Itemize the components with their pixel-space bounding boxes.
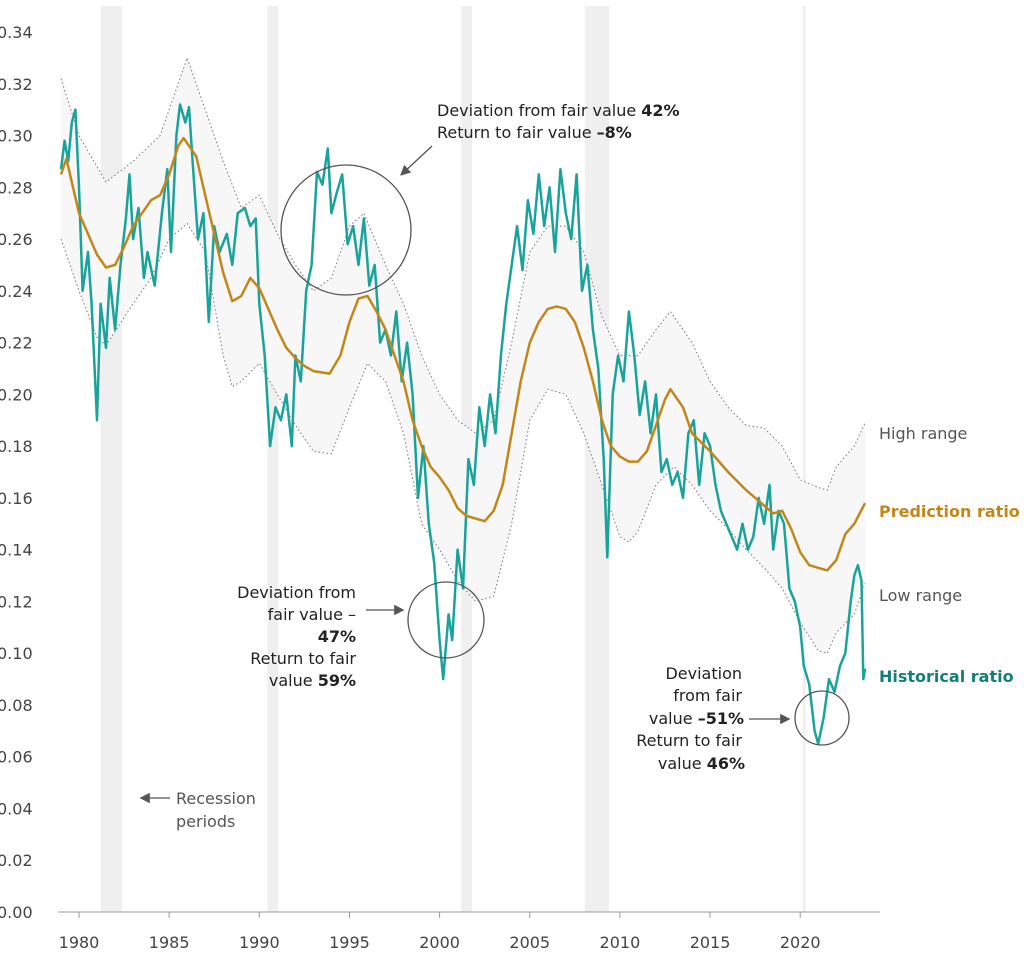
annotation-2-line4: Return to fair [250, 649, 356, 668]
y-tick-label: 0.28 [0, 178, 33, 197]
y-tick-label: 0.34 [0, 23, 33, 42]
annotation-3-line2: from fair [673, 686, 742, 705]
annotation-1-line2: Return to fair value –8% [437, 123, 632, 142]
y-tick-label: 0.14 [0, 541, 33, 560]
annotation-circle-2021 [794, 690, 850, 746]
recession-label-line1: Recession [176, 789, 256, 808]
y-tick-label: 0.08 [0, 696, 33, 715]
annotation-2-line2: fair value – [268, 605, 356, 624]
x-tick-label: 2010 [600, 933, 641, 952]
x-tick-label: 1995 [329, 933, 370, 952]
legend-high-range: High range [879, 424, 967, 443]
recession-band [100, 6, 123, 912]
x-tick-label: 2000 [419, 933, 460, 952]
y-tick-label: 0.26 [0, 230, 33, 249]
y-tick-label: 0.04 [0, 799, 33, 818]
recession-band [802, 6, 806, 912]
annotation-circle-1994 [280, 164, 412, 296]
y-tick-label: 0.02 [0, 851, 33, 870]
annotation-2-line1: Deviation from [237, 583, 356, 602]
annotation-3-line1: Deviation [665, 664, 742, 683]
high-range-line [60, 56, 866, 491]
x-tick-label: 2005 [509, 933, 550, 952]
axes: 0.00 0.02 0.04 0.06 0.08 0.10 0.12 0.14 0.16 0.18… [0, 23, 821, 952]
y-tick-label: 0.24 [0, 282, 33, 301]
annotation-3-line3: value –51% [649, 709, 744, 728]
low-range-line [60, 222, 866, 654]
y-tick-label: 0.10 [0, 644, 33, 663]
y-tick-label: 0.30 [0, 127, 33, 146]
annotation-3-line4: Return to fair [636, 731, 742, 750]
x-tick-label: 2020 [780, 933, 821, 952]
arrow-1 [400, 145, 433, 176]
annotation-2-line5: value 59% [269, 671, 356, 690]
y-tick-label: 0.32 [0, 75, 33, 94]
y-tick-label: 0.06 [0, 748, 33, 767]
recession-label-line2: periods [176, 812, 235, 831]
annotation-3-line5: value 46% [658, 754, 745, 773]
x-tick-label: 2015 [690, 933, 731, 952]
recession-band [267, 6, 279, 912]
annotation-1-line1: Deviation from fair value 42% [437, 101, 680, 120]
range-band [61, 57, 866, 654]
legend-low-range: Low range [879, 586, 962, 605]
annotation-2-line3: 47% [318, 627, 356, 646]
historical-ratio-line [59, 103, 867, 746]
prediction-ratio-line [59, 136, 867, 572]
y-tick-label: 0.18 [0, 437, 33, 456]
y-tick-label: 0.22 [0, 334, 33, 353]
y-tick-label: 0.20 [0, 385, 33, 404]
x-tick-label: 1985 [149, 933, 190, 952]
x-tick-label: 1980 [59, 933, 100, 952]
annotation-circle-2000 [407, 581, 485, 659]
y-tick-label: 0.12 [0, 592, 33, 611]
y-tick-label: 0.16 [0, 489, 33, 508]
x-tick-label: 1990 [239, 933, 280, 952]
legend-historical-ratio: Historical ratio [879, 667, 1014, 686]
y-tick-label: 0.00 [0, 903, 33, 922]
legend-prediction-ratio: Prediction ratio [879, 502, 1020, 521]
